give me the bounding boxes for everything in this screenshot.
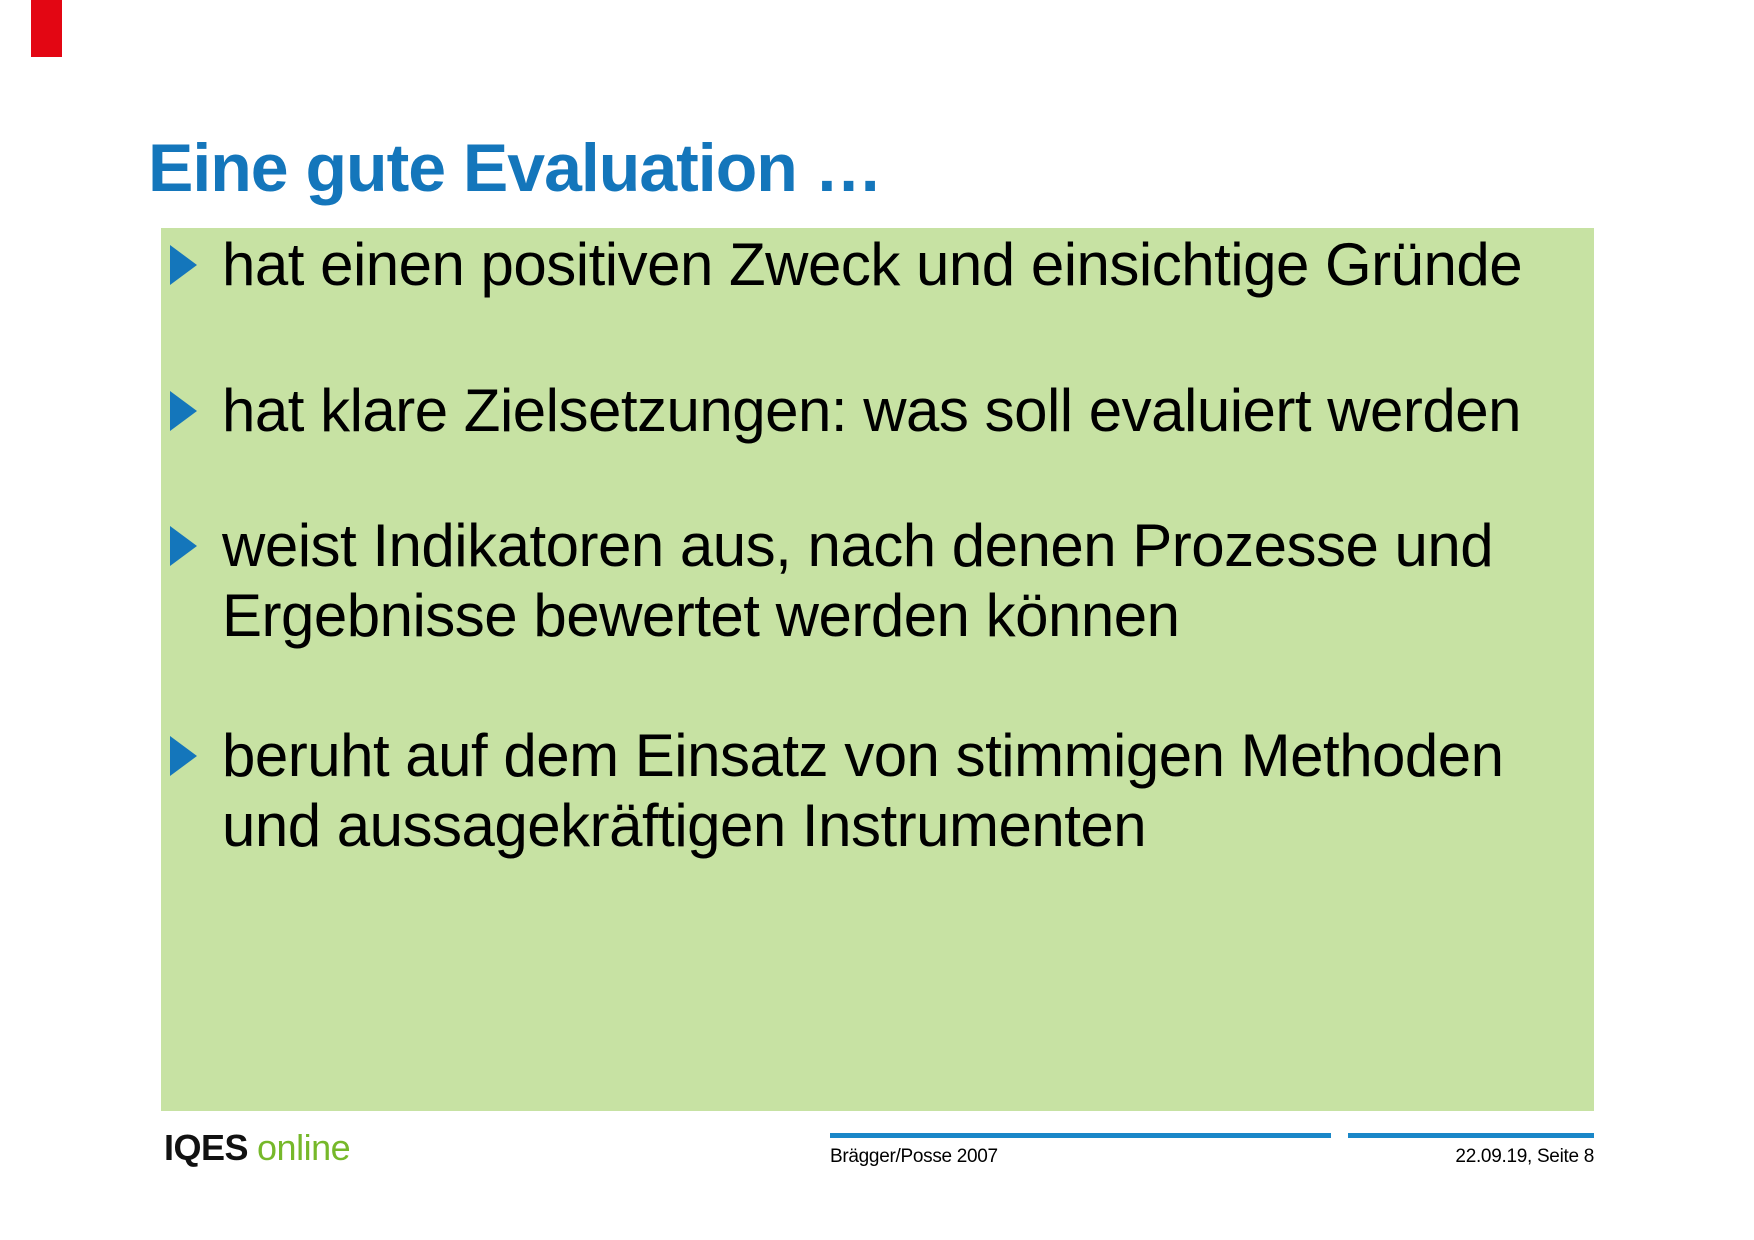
bullet-text: hat klare Zielsetzungen: was soll evalui… [222, 377, 1522, 444]
bullet-text: hat einen positiven Zweck und einsichtig… [222, 231, 1523, 298]
footer-date-page-number: 22.09.19, Seite 8 [1455, 1146, 1594, 1167]
red-accent-bar [31, 0, 62, 57]
logo-online-text: online [257, 1127, 351, 1168]
triangle-bullet-icon [170, 245, 197, 285]
bullet-text: beruht auf dem Einsatz von stimmigen Met… [222, 722, 1504, 859]
footer-divider-line-left [830, 1133, 1331, 1138]
iqes-online-logo: IQES online [164, 1127, 351, 1168]
triangle-bullet-icon [170, 526, 197, 566]
logo-iqes-text: IQES [164, 1127, 249, 1168]
page-title: Eine gute Evaluation … [148, 129, 883, 206]
triangle-bullet-icon [170, 736, 197, 776]
footer-source-credit: Brägger/Posse 2007 [830, 1146, 998, 1167]
content-box: hat einen positiven Zweck und einsichtig… [161, 228, 1594, 1111]
footer-divider-line-right [1348, 1133, 1594, 1138]
bullet-text: weist Indikatoren aus, nach denen Prozes… [222, 512, 1494, 649]
triangle-bullet-icon [170, 391, 197, 431]
